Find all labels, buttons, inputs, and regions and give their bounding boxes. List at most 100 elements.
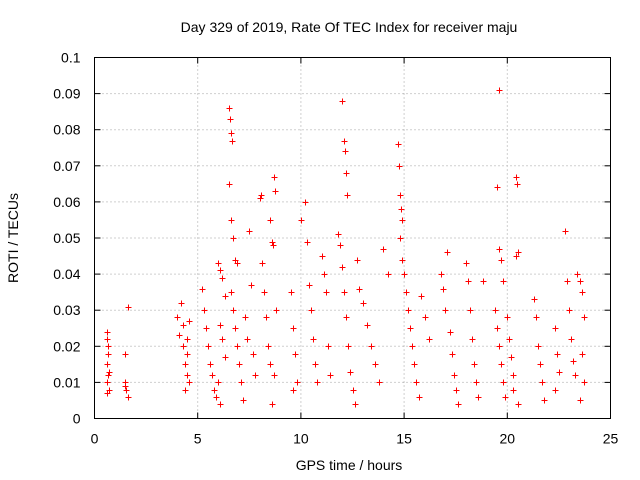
data-point (230, 307, 237, 314)
data-point (471, 361, 478, 368)
data-point (104, 336, 111, 343)
data-point (514, 181, 521, 188)
y-tick-label: 0 (73, 411, 81, 427)
data-point (407, 325, 414, 332)
data-point (178, 300, 185, 307)
data-point (104, 379, 111, 386)
data-point (368, 343, 375, 350)
data-point (344, 192, 351, 199)
data-point (246, 228, 253, 235)
data-point (341, 138, 348, 145)
data-point (475, 394, 482, 401)
data-point (463, 260, 470, 267)
data-point (228, 130, 235, 137)
data-point (211, 387, 218, 394)
data-point (219, 275, 226, 282)
data-point (308, 307, 315, 314)
data-point (306, 282, 313, 289)
data-point (122, 351, 129, 358)
data-point (270, 242, 277, 249)
data-point (411, 361, 418, 368)
data-point (298, 217, 305, 224)
data-point (380, 246, 387, 253)
data-point (398, 206, 405, 213)
data-point (480, 278, 487, 285)
data-point (354, 257, 361, 264)
data-point (566, 307, 573, 314)
data-point (335, 231, 342, 238)
data-point (405, 307, 412, 314)
data-point (500, 379, 507, 386)
data-point (234, 343, 241, 350)
data-point (105, 372, 112, 379)
data-point (510, 372, 517, 379)
data-point (502, 394, 509, 401)
data-point (515, 249, 522, 256)
data-point (399, 217, 406, 224)
data-point (342, 148, 349, 155)
data-point (581, 314, 588, 321)
data-point (209, 372, 216, 379)
data-point (123, 387, 130, 394)
data-point (422, 314, 429, 321)
data-point (125, 394, 132, 401)
data-point (304, 239, 311, 246)
data-point (290, 387, 297, 394)
data-point (125, 304, 132, 311)
data-point (269, 401, 276, 408)
data-point (535, 343, 542, 350)
data-point (184, 372, 191, 379)
x-tick-labels: 0 5 10 15 20 25 (91, 431, 619, 447)
data-point (579, 289, 586, 296)
x-tick-label: 15 (396, 431, 412, 447)
data-point (401, 271, 408, 278)
data-point (271, 174, 278, 181)
data-point (498, 257, 505, 264)
x-tick-label: 25 (603, 431, 619, 447)
x-tick-label: 0 (91, 431, 99, 447)
data-point (455, 401, 462, 408)
data-point (574, 271, 581, 278)
data-point (444, 249, 451, 256)
data-point (498, 361, 505, 368)
data-point (579, 351, 586, 358)
data-point (184, 336, 191, 343)
data-point (347, 369, 354, 376)
data-point (226, 181, 233, 188)
data-point (273, 307, 280, 314)
data-point (500, 278, 507, 285)
data-point (568, 336, 575, 343)
data-point (496, 246, 503, 253)
chart-title: Day 329 of 2019, Rate Of TEC Index for r… (181, 19, 518, 35)
data-point (541, 397, 548, 404)
data-point (105, 343, 112, 350)
data-point (269, 239, 276, 246)
data-point (267, 217, 274, 224)
data-point (290, 325, 297, 332)
data-point (570, 358, 577, 365)
data-point (325, 343, 332, 350)
data-point (213, 394, 220, 401)
data-point (226, 105, 233, 112)
data-point (533, 314, 540, 321)
data-point (409, 343, 416, 350)
data-point (207, 361, 214, 368)
data-point (554, 351, 561, 358)
data-point (312, 361, 319, 368)
x-tick-label: 10 (293, 431, 309, 447)
x-tick-label: 20 (500, 431, 516, 447)
data-point (217, 401, 224, 408)
data-point (217, 267, 224, 274)
data-point (339, 264, 346, 271)
data-point (106, 369, 113, 376)
data-point (321, 271, 328, 278)
data-point (403, 289, 410, 296)
data-point (232, 325, 239, 332)
data-point (104, 390, 111, 397)
data-point (449, 351, 456, 358)
data-point (205, 343, 212, 350)
data-point (416, 394, 423, 401)
data-point (227, 116, 234, 123)
data-point (122, 383, 129, 390)
data-point (292, 351, 299, 358)
